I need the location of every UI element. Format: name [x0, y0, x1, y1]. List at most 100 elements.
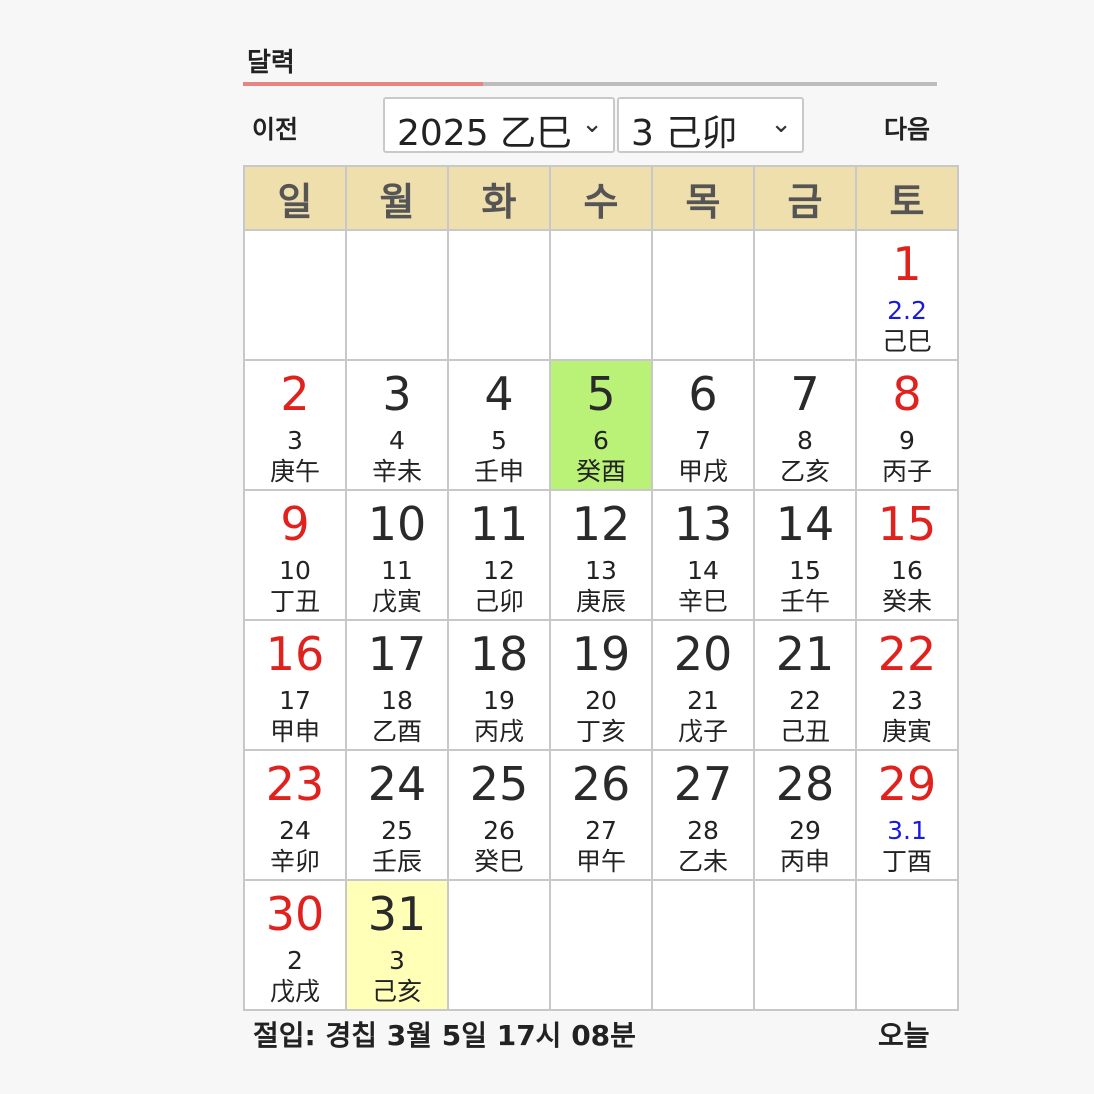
empty-day-cell	[753, 879, 857, 1011]
day-cell[interactable]: 15 16 癸未	[855, 489, 959, 621]
empty-day-cell	[447, 229, 551, 361]
day-cell[interactable]: 5 6 癸酉	[549, 359, 653, 491]
lunar-date: 23	[891, 686, 923, 715]
day-ganji: 己卯	[473, 587, 524, 616]
empty-day-cell	[447, 879, 551, 1011]
empty-day-cell	[651, 229, 755, 361]
lunar-date: 3.1	[887, 816, 927, 845]
calendar-grid: 일 월 화 수 목 금 토 1 2.2 己巳 2 3 庚午 3 4 辛未 4 5 壬申 5 6 癸酉 6 7 甲戌…	[243, 165, 959, 1011]
day-cell[interactable]: 18 19 丙戌	[447, 619, 551, 751]
lunar-date: 2	[287, 946, 303, 975]
day-cell[interactable]: 8 9 丙子	[855, 359, 959, 491]
day-cell[interactable]: 22 23 庚寅	[855, 619, 959, 751]
lunar-date: 2.2	[887, 296, 927, 325]
day-cell[interactable]: 23 24 辛卯	[243, 749, 347, 881]
empty-day-cell	[549, 229, 653, 361]
day-ganji: 甲戌	[677, 457, 728, 486]
day-cell[interactable]: 10 11 戊寅	[345, 489, 449, 621]
lunar-date: 8	[797, 426, 813, 455]
day-cell[interactable]: 6 7 甲戌	[651, 359, 755, 491]
solar-date: 14	[775, 497, 835, 551]
next-month-button[interactable]: 다음	[884, 115, 931, 144]
day-cell[interactable]: 30 2 戊戌	[243, 879, 347, 1011]
month-select-value: 3 己卯	[631, 113, 738, 154]
day-ganji: 壬辰	[371, 847, 422, 876]
solar-date: 2	[280, 367, 310, 421]
solar-date: 19	[571, 627, 631, 681]
year-select-value: 2025 乙巳	[397, 113, 573, 154]
day-cell[interactable]: 3 4 辛未	[345, 359, 449, 491]
month-select[interactable]: 3 己卯 ⌄	[617, 97, 804, 154]
week-row: 1 2.2 己巳	[243, 229, 959, 361]
solar-date: 23	[265, 757, 325, 811]
solar-date: 3	[382, 367, 412, 421]
prev-month-button[interactable]: 이전	[252, 115, 299, 144]
week-row: 30 2 戊戌 31 3 己亥	[243, 879, 959, 1011]
solar-date: 15	[877, 497, 937, 551]
day-cell[interactable]: 16 17 甲申	[243, 619, 347, 751]
day-cell[interactable]: 21 22 己丑	[753, 619, 857, 751]
solar-date: 8	[892, 367, 922, 421]
solar-date: 4	[484, 367, 514, 421]
weekday-wed: 수	[549, 165, 653, 231]
solar-date: 6	[688, 367, 718, 421]
day-ganji: 戊寅	[371, 587, 422, 616]
weekday-mon: 월	[345, 165, 449, 231]
day-ganji: 丁丑	[269, 587, 320, 616]
day-ganji: 乙未	[677, 847, 728, 876]
day-cell[interactable]: 9 10 丁丑	[243, 489, 347, 621]
day-cell[interactable]: 2 3 庚午	[243, 359, 347, 491]
day-cell[interactable]: 25 26 癸巳	[447, 749, 551, 881]
chevron-down-icon: ⌄	[770, 109, 792, 139]
day-cell[interactable]: 27 28 乙未	[651, 749, 755, 881]
lunar-date: 10	[279, 556, 311, 585]
day-cell[interactable]: 17 18 乙酉	[345, 619, 449, 751]
lunar-date: 27	[585, 816, 617, 845]
lunar-date: 19	[483, 686, 515, 715]
day-cell[interactable]: 20 21 戊子	[651, 619, 755, 751]
day-cell[interactable]: 4 5 壬申	[447, 359, 551, 491]
day-ganji: 辛卯	[269, 847, 320, 876]
day-ganji: 己亥	[371, 977, 422, 1006]
solar-date: 7	[790, 367, 820, 421]
day-cell[interactable]: 29 3.1 丁酉	[855, 749, 959, 881]
day-ganji: 己丑	[779, 717, 830, 746]
day-ganji: 甲申	[269, 717, 320, 746]
lunar-date: 7	[695, 426, 711, 455]
solar-date: 16	[265, 627, 325, 681]
solar-date: 29	[877, 757, 937, 811]
day-ganji: 癸巳	[473, 847, 524, 876]
lunar-date: 3	[287, 426, 303, 455]
lunar-date: 15	[789, 556, 821, 585]
lunar-date: 25	[381, 816, 413, 845]
day-cell[interactable]: 24 25 壬辰	[345, 749, 449, 881]
day-cell[interactable]: 26 27 甲午	[549, 749, 653, 881]
solar-date: 20	[673, 627, 733, 681]
today-button[interactable]: 오늘	[878, 1019, 930, 1052]
day-cell[interactable]: 14 15 壬午	[753, 489, 857, 621]
year-select[interactable]: 2025 乙巳 ⌄	[383, 97, 615, 154]
calendar-title: 달력	[247, 48, 295, 78]
weekday-header-row: 일 월 화 수 목 금 토	[243, 165, 959, 231]
lunar-date: 5	[491, 426, 507, 455]
empty-day-cell	[549, 879, 653, 1011]
solar-date: 27	[673, 757, 733, 811]
week-row: 2 3 庚午 3 4 辛未 4 5 壬申 5 6 癸酉 6 7 甲戌 7 8 乙亥 8 9 丙子	[243, 359, 959, 491]
day-cell[interactable]: 12 13 庚辰	[549, 489, 653, 621]
week-row: 23 24 辛卯 24 25 壬辰 25 26 癸巳 26 27 甲午 27 28 乙未 28 29 丙申 29 3.…	[243, 749, 959, 881]
lunar-date: 26	[483, 816, 515, 845]
day-ganji: 壬午	[779, 587, 830, 616]
chevron-down-icon: ⌄	[581, 109, 603, 139]
day-ganji: 戊戌	[269, 977, 320, 1006]
day-cell[interactable]: 13 14 辛巳	[651, 489, 755, 621]
day-ganji: 戊子	[677, 717, 728, 746]
day-cell[interactable]: 1 2.2 己巳	[855, 229, 959, 361]
day-cell[interactable]: 7 8 乙亥	[753, 359, 857, 491]
day-cell[interactable]: 11 12 己卯	[447, 489, 551, 621]
day-cell[interactable]: 28 29 丙申	[753, 749, 857, 881]
solar-date: 10	[367, 497, 427, 551]
lunar-date: 24	[279, 816, 311, 845]
day-cell[interactable]: 19 20 丁亥	[549, 619, 653, 751]
day-cell[interactable]: 31 3 己亥	[345, 879, 449, 1011]
solar-date: 9	[280, 497, 310, 551]
